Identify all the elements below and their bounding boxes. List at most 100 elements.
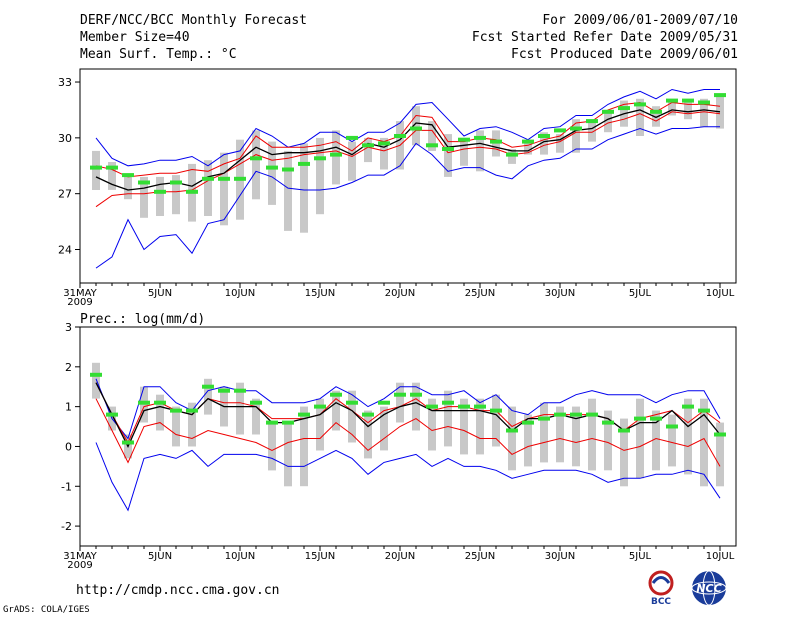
temperature-spread-box <box>668 102 676 116</box>
precipitation-control-marker <box>90 372 102 377</box>
temperature-mean-line <box>95 109 721 191</box>
temperature-control-marker <box>90 165 102 170</box>
temperature-control-marker <box>266 165 278 170</box>
precipitation-y-tick-label: 2 <box>65 361 72 374</box>
forecast-period: For 2009/06/01-2009/07/10 <box>542 13 738 28</box>
precipitation-control-marker <box>266 420 278 425</box>
temperature-spread-box <box>428 121 436 151</box>
precipitation-control-marker <box>586 412 598 417</box>
temperature-y-tick-label: 24 <box>58 244 72 257</box>
temperature-control-marker <box>522 139 534 144</box>
temperature-control-marker <box>170 180 182 185</box>
precipitation-max-line <box>95 378 721 440</box>
precipitation-control-marker <box>522 420 534 425</box>
precipitation-x-tick-label: 20JUN <box>385 551 415 562</box>
precipitation-spread-box <box>204 378 212 415</box>
precipitation-control-marker <box>362 412 374 417</box>
precipitation-x-start-label: 31MAY <box>63 551 97 562</box>
temperature-spread-box <box>652 106 660 127</box>
precipitation-mean-line <box>95 382 721 449</box>
temperature-spread-box <box>540 132 548 155</box>
precipitation-control-marker <box>202 384 214 389</box>
precipitation-x-year-label: 2009 <box>67 560 92 571</box>
precipitation-x-tick-label: 30JUN <box>545 551 575 562</box>
precipitation-control-marker <box>154 400 166 405</box>
temperature-spread-box <box>700 98 708 127</box>
temperature-control-marker <box>154 189 166 194</box>
temperature-spread-box <box>412 106 420 146</box>
temperature-control-marker <box>666 98 678 103</box>
temperature-control-marker <box>586 119 598 124</box>
temperature-x-start-label: 31MAY <box>63 288 97 299</box>
temperature-x-tick-label: 5JUL <box>629 288 652 299</box>
temperature-spread-box <box>684 100 692 120</box>
precipitation-spread-box <box>412 382 420 431</box>
agency-logos: BCC NCC <box>643 568 743 612</box>
precipitation-control-marker <box>282 420 294 425</box>
source-url[interactable]: http://cmdp.ncc.cma.gov.cn <box>76 583 280 598</box>
precipitation-control-marker <box>618 428 630 433</box>
temperature-x-year-label: 2009 <box>67 297 92 308</box>
precipitation-control-marker <box>506 428 518 433</box>
precipitation-spread-box <box>700 398 708 487</box>
temperature-spread-box <box>332 130 340 185</box>
precipitation-panel-title: Prec.: log(mm/d) <box>80 312 205 327</box>
precipitation-spread-box <box>428 398 436 451</box>
temperature-spread-box <box>204 160 212 216</box>
precipitation-spread-box <box>668 414 676 467</box>
temperature-control-marker <box>714 93 726 98</box>
grads-credit: GrADS: COLA/IGES <box>3 605 90 615</box>
temperature-control-marker <box>458 137 470 142</box>
chart-title: DERF/NCC/BCC Monthly Forecast <box>80 13 307 28</box>
temperature-spread-box <box>348 141 356 181</box>
precipitation-control-marker <box>106 412 118 417</box>
precipitation-spread-box <box>460 398 468 455</box>
temperature-spread-box <box>524 141 532 155</box>
temperature-min-line <box>95 126 720 269</box>
temperature-control-marker <box>122 173 134 178</box>
precipitation-x-tick-label: 10JUN <box>225 551 255 562</box>
precipitation-spread-box <box>492 394 500 447</box>
precipitation-spread-box <box>556 406 564 463</box>
precipitation-control-marker <box>410 392 422 397</box>
precipitation-control-marker <box>298 412 310 417</box>
temperature-x-tick-label: 25JUN <box>465 288 495 299</box>
precipitation-control-marker <box>554 412 566 417</box>
precipitation-control-marker <box>458 404 470 409</box>
temperature-x-tick-label: 10JUL <box>706 288 735 299</box>
temperature-control-marker <box>618 106 630 111</box>
temperature-lower_red-line <box>95 111 721 208</box>
precipitation-spread-box <box>508 406 516 471</box>
precipitation-control-marker <box>714 432 726 437</box>
temperature-spread-box <box>220 152 228 226</box>
temperature-control-marker <box>410 126 422 131</box>
temperature-spread-box <box>92 150 100 190</box>
precipitation-spread-box <box>236 382 244 435</box>
precipitation-min-line <box>95 442 721 512</box>
precipitation-spread-box <box>636 398 644 479</box>
precipitation-spread-box <box>396 382 404 423</box>
precipitation-y-tick-label: -1 <box>61 480 72 493</box>
temperature-control-marker <box>138 180 150 185</box>
temperature-spread-box <box>460 139 468 166</box>
precipitation-x-tick-label: 25JUN <box>465 551 495 562</box>
precipitation-control-marker <box>602 420 614 425</box>
precipitation-control-marker <box>538 416 550 421</box>
temperature-spread-box <box>556 134 564 153</box>
precipitation-control-marker <box>330 392 342 397</box>
temperature-control-marker <box>426 143 438 148</box>
temperature-spread-box <box>444 134 452 177</box>
temperature-spread-box <box>476 130 484 172</box>
precipitation-spread-box <box>92 362 100 399</box>
precipitation-x-tick-label: 5JUL <box>629 551 652 562</box>
start-date: Fcst Started Refer Date 2009/05/31 <box>471 30 738 45</box>
precipitation-y-tick-label: 1 <box>65 401 72 414</box>
precipitation-spread-box <box>572 406 580 467</box>
precipitation-control-marker <box>698 408 710 413</box>
precipitation-spread-box <box>444 390 452 447</box>
temperature-control-marker <box>378 141 390 146</box>
temperature-y-tick-label: 33 <box>58 76 72 89</box>
temperature-spread-box <box>284 150 292 231</box>
precipitation-control-marker <box>634 416 646 421</box>
produced-date: Fcst Produced Date 2009/06/01 <box>511 47 738 62</box>
